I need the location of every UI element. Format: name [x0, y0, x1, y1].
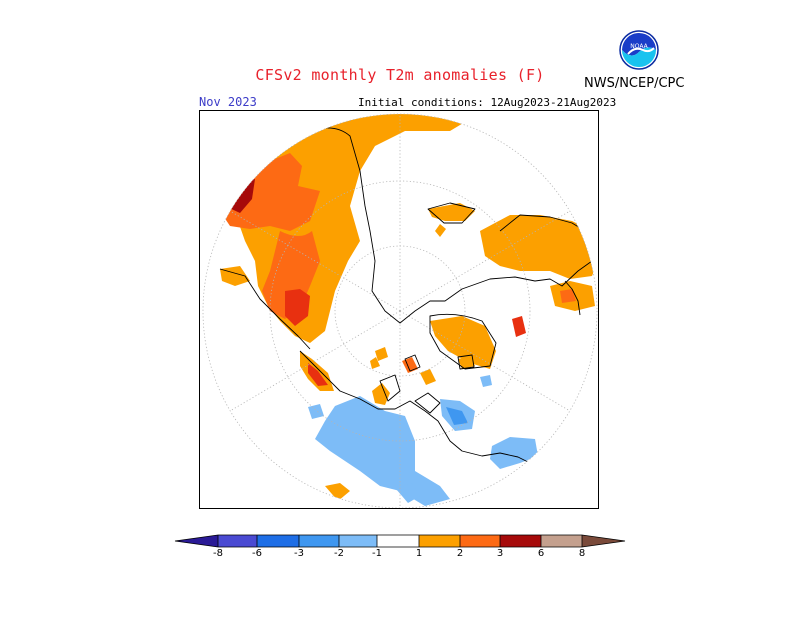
colorbar-tick-label: 3 [496, 548, 504, 559]
coast-northamerica [299, 350, 531, 464]
colorbar [174, 534, 626, 548]
cold-core-canada [446, 407, 468, 425]
colorbar-segment [339, 535, 377, 547]
colorbar-segment [377, 535, 419, 547]
chart-title: CFSv2 monthly T2m anomalies (F) [255, 66, 545, 84]
colorbar-segment [541, 535, 582, 547]
coast-arctic-islands [379, 354, 421, 402]
warm-core-kamchatka [285, 289, 310, 326]
colorbar-tick-label: -3 [294, 548, 304, 559]
initial-conditions-label: Initial conditions: 12Aug2023-21Aug2023 [358, 96, 617, 109]
warm-patch-atlantic [435, 224, 446, 237]
colorbar-tick-label: 2 [456, 548, 464, 559]
coast-hudson [414, 392, 441, 414]
warm-core-siberia [220, 153, 320, 231]
colorbar-arrow-max [582, 535, 625, 547]
cold-region-northamerica [315, 396, 450, 506]
coast-africa [564, 280, 581, 316]
warm-core-alaska [308, 363, 328, 386]
warm-patch-mideast [512, 316, 526, 337]
logo-text: NOAA [630, 43, 648, 50]
coast-iceland [457, 354, 475, 370]
cold-patch-labrador [480, 375, 492, 387]
colorbar-segment [299, 535, 339, 547]
cold-patch-mexico [396, 483, 420, 503]
colorbar-segment [257, 535, 299, 547]
warm-core-siberia-2 [262, 231, 320, 319]
colorbar-segment [460, 535, 500, 547]
warm-region-europe [480, 215, 597, 279]
colorbar-arrow-min [175, 535, 218, 547]
warm-patch-greenland [430, 316, 496, 369]
coast-scandinavia [427, 202, 476, 224]
warm-patch-hudson [420, 369, 436, 385]
warm-patch-canada-n [372, 383, 390, 405]
colorbar-tick-label: 6 [537, 548, 545, 559]
colorbar-tick-label: -6 [252, 548, 262, 559]
coast-greenland [429, 313, 497, 370]
agency-label: NWS/NCEP/CPC [584, 76, 685, 91]
warm-patch-barents [375, 347, 388, 361]
warm-patch-gulf [325, 483, 350, 501]
colorbar-tick-label: 8 [578, 548, 586, 559]
colorbar-tick-label: -2 [334, 548, 344, 559]
warm-patch-iberia [560, 289, 576, 303]
cold-patch-west [308, 404, 324, 419]
polar-map [202, 113, 598, 508]
colorbar-segment [218, 535, 257, 547]
colorbar-segment [500, 535, 541, 547]
cold-patch-atlantic-sw [490, 437, 538, 469]
warm-patch-aleutian [370, 357, 380, 369]
coast-alaska [219, 268, 311, 350]
colorbar-tick-label: -8 [213, 548, 223, 559]
warm-patch-iceland [458, 356, 475, 369]
colorbar-tick-label: -1 [372, 548, 382, 559]
warm-region-scandinavia [428, 203, 475, 221]
map-panel [199, 110, 599, 509]
target-month-label: Nov 2023 [199, 95, 257, 109]
map-boundary-circle [202, 113, 598, 508]
colorbar-tick-label: 1 [415, 548, 423, 559]
noaa-logo-icon: NOAA [619, 30, 659, 70]
colorbar-segment [419, 535, 460, 547]
